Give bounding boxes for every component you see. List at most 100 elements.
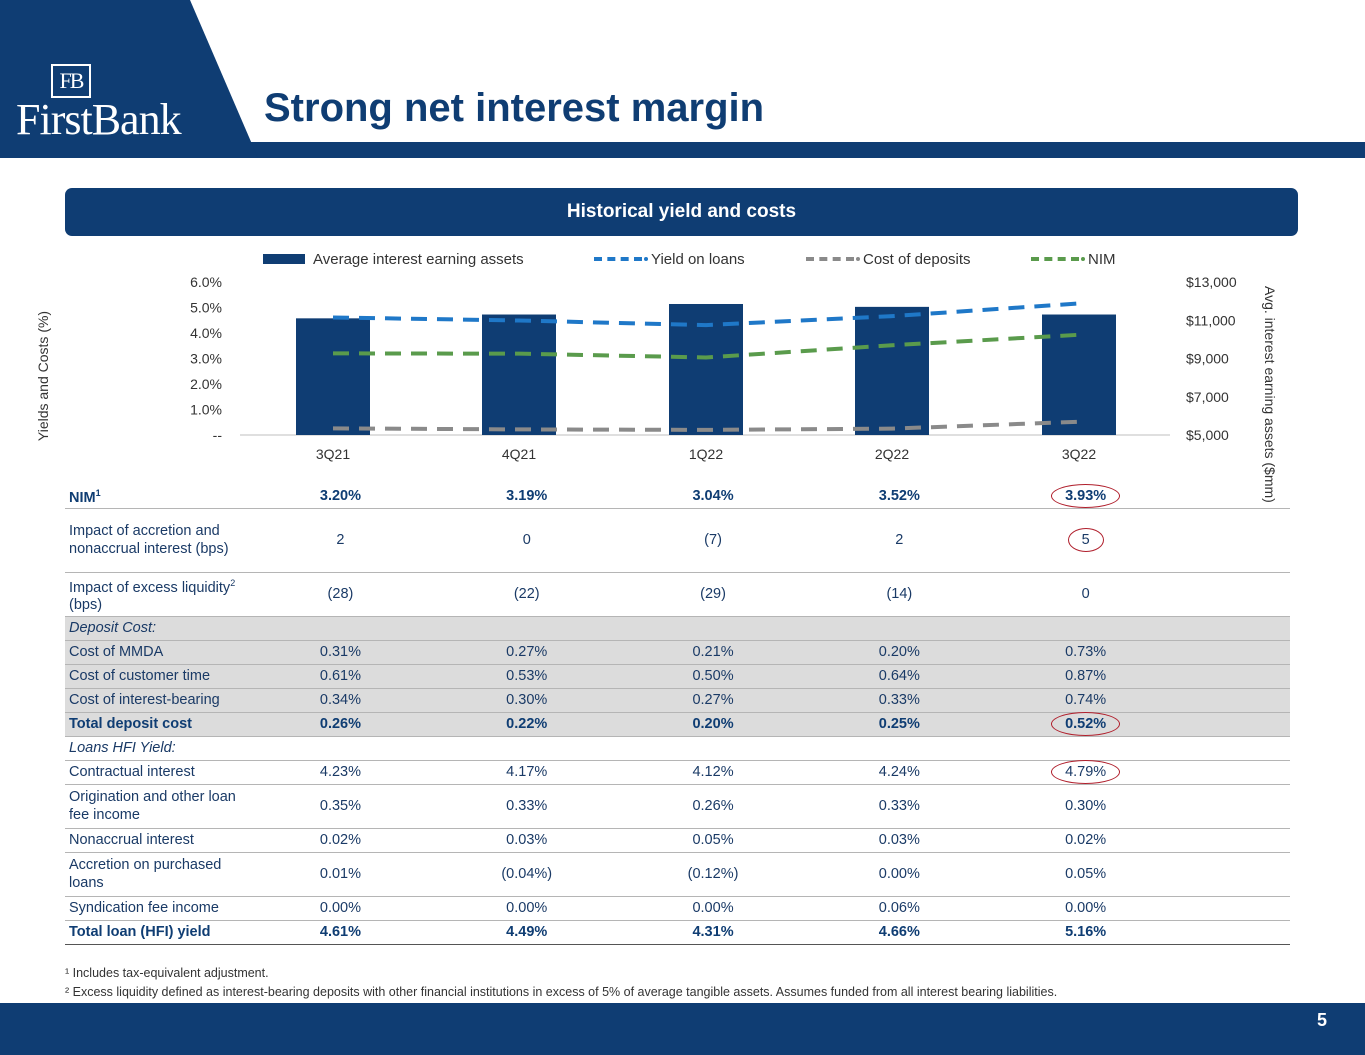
table-cell: 5 <box>992 508 1178 572</box>
table-cell <box>619 616 807 640</box>
x-tick-label: 1Q22 <box>689 446 723 462</box>
row-label: Total deposit cost <box>65 712 248 736</box>
legend-swatch-deposits <box>806 257 854 261</box>
legend-swatch-bar <box>263 254 305 264</box>
y-tick-left: 5.0% <box>190 300 222 316</box>
table-cell: 0.35% <box>319 798 361 814</box>
table-cell: 0.00% <box>319 900 361 916</box>
bar-3Q21 <box>296 318 370 435</box>
row-label: Loans HFI Yield: <box>69 740 176 756</box>
legend-item-nim: NIM <box>1031 250 1116 268</box>
table-row: NIM1 3.20% 3.19% 3.04% 3.52% 3.93% <box>65 483 1290 508</box>
logo-mark: FB <box>51 64 91 98</box>
table-cell: 4.17% <box>506 764 548 780</box>
row-label: Deposit Cost: <box>65 616 248 640</box>
x-tick-label: 3Q21 <box>316 446 350 462</box>
yield-cost-table: NIM1 3.20% 3.19% 3.04% 3.52% 3.93% Impact of a… <box>65 483 1290 945</box>
table-cell: 4.49% <box>506 924 548 940</box>
y-axis-left-label: Yields and Costs (%) <box>35 310 51 442</box>
y-tick-left: 4.0% <box>190 325 222 341</box>
table-cell: 4.24% <box>878 764 920 780</box>
table-row: Deposit Cost: <box>65 616 1290 640</box>
table-cell: 3.20% <box>319 487 361 504</box>
table-cell: (0.04%) <box>501 866 553 882</box>
table-row: Cost of customer time 0.61% 0.53% 0.50% 0.64… <box>65 664 1290 688</box>
table-cell: (28) <box>327 586 354 602</box>
legend-label-deposits: Cost of deposits <box>863 250 971 268</box>
table-cell: 0.00% <box>692 900 734 916</box>
table-cell: 0 <box>1081 586 1090 602</box>
table-cell: 4.66% <box>878 924 920 940</box>
table-cell: 0.26% <box>692 798 734 814</box>
table-cell: 0.02% <box>319 832 361 848</box>
table-cell: 0.27% <box>619 688 807 712</box>
table-cell: 0.05% <box>1065 866 1107 882</box>
table-cell: 0.53% <box>433 664 620 688</box>
table-row: Origination and other loan fee income 0.3… <box>65 784 1290 828</box>
line-series-2 <box>332 332 1080 360</box>
table-row: Total deposit cost 0.26% 0.22% 0.20% 0.25% 0.… <box>65 712 1290 736</box>
table-row: Total loan (HFI) yield 4.61% 4.49% 4.31% 4.6… <box>65 920 1290 944</box>
row-label: Syndication fee income <box>69 900 219 916</box>
table-cell: 5.16% <box>1065 924 1107 940</box>
table-cell: 0.61% <box>247 664 434 688</box>
row-label: Cost of customer time <box>65 664 248 688</box>
legend-dot-nim <box>1081 257 1085 261</box>
page-title: Strong net interest margin <box>264 86 765 130</box>
table-cell: 0.03% <box>506 832 548 848</box>
table-cell <box>434 736 620 760</box>
table-cell: 0.02% <box>1065 832 1107 848</box>
table-cell: 3.93% <box>992 483 1178 508</box>
table-cell: (14) <box>886 586 913 602</box>
table-row: Contractual interest 4.23% 4.17% 4.12% 4.24%… <box>65 760 1290 784</box>
table-cell: 0.06% <box>878 900 920 916</box>
table-cell <box>992 736 1178 760</box>
table-cell: 2 <box>336 532 345 548</box>
table-cell: 0.74% <box>992 688 1179 712</box>
table-cell: 0.20% <box>806 640 993 664</box>
y-tick-left: -- <box>213 427 223 443</box>
table-cell: 4.31% <box>692 924 734 940</box>
table-cell: 4.79% <box>992 760 1178 784</box>
table-row: Cost of interest-bearing 0.34% 0.30% 0.27% 0… <box>65 688 1290 712</box>
table-cell: 0.33% <box>506 798 548 814</box>
yield-cost-chart: -- 1.0% 2.0% 3.0% 4.0% 5.0% 6.0% $5,000 $7,000 $9… <box>190 274 1237 462</box>
y-tick-right: $7,000 <box>1186 389 1229 405</box>
table-cell: 0.64% <box>806 664 993 688</box>
table-cell <box>806 616 993 640</box>
row-label: Total loan (HFI) yield <box>69 924 211 940</box>
table-cell <box>806 736 992 760</box>
row-label: NIM1 <box>69 488 101 507</box>
table-cell: 0.03% <box>878 832 920 848</box>
table-cell: 0.00% <box>506 900 548 916</box>
table-cell: 3.52% <box>878 487 920 504</box>
table-cell: 0.34% <box>247 688 434 712</box>
table-cell: 0.87% <box>992 664 1179 688</box>
y-tick-right: $9,000 <box>1186 351 1229 367</box>
table-cell: (29) <box>700 586 726 602</box>
row-label: Cost of interest-bearing <box>65 688 248 712</box>
legend-dot-deposits <box>856 257 860 261</box>
table-row: Syndication fee income 0.00% 0.00% 0.00% 0.0… <box>65 896 1290 920</box>
table-cell: 0.00% <box>878 866 920 882</box>
x-tick-label: 3Q22 <box>1062 446 1096 462</box>
table-cell <box>247 616 434 640</box>
bar-4Q21 <box>482 314 556 435</box>
table-cell: 0.50% <box>619 664 807 688</box>
footnote-2: ² Excess liquidity defined as interest-b… <box>65 985 1058 999</box>
footer-bar <box>0 1003 1365 1055</box>
legend-label-nim: NIM <box>1088 250 1116 268</box>
y-tick-left: 2.0% <box>190 376 222 392</box>
table-cell: 0.30% <box>1065 798 1107 814</box>
table-row: Nonaccrual interest 0.02% 0.03% 0.05% 0.03% 0… <box>65 828 1290 852</box>
table-cell: 0.52% <box>992 712 1179 736</box>
table-cell: 0.00% <box>1065 900 1107 916</box>
y-tick-right: $11,000 <box>1186 312 1236 328</box>
x-tick-label: 4Q21 <box>502 446 536 462</box>
table-cell: 0.30% <box>433 688 620 712</box>
table-cell: 0.31% <box>247 640 434 664</box>
row-label: Impact of accretion and nonaccrual inter… <box>69 523 229 557</box>
y-axis-right-label: Avg. interest earning assets ($mm) <box>1262 286 1278 503</box>
table-cell <box>247 736 433 760</box>
bar-3Q22 <box>1042 314 1116 435</box>
